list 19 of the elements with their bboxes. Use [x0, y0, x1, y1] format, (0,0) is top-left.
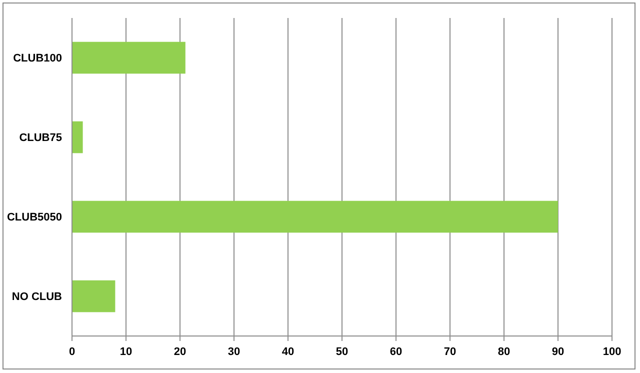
x-tick-label: 70 — [444, 346, 456, 358]
y-tick-label: NO CLUB — [12, 290, 62, 303]
y-tick-label: CLUB75 — [19, 132, 62, 144]
x-tick-label: 100 — [602, 346, 622, 358]
y-tick-label: CLUB5050 — [6, 211, 62, 224]
x-tick-label: 90 — [552, 346, 564, 358]
x-tick-label: 40 — [282, 346, 294, 358]
x-tick-label: 20 — [174, 346, 186, 358]
x-tick-label: 50 — [336, 346, 348, 358]
y-tick-label: CLUB100 — [13, 52, 62, 64]
bar — [72, 200, 558, 233]
bar — [72, 280, 116, 312]
x-tick-label: 30 — [228, 346, 240, 358]
bar — [72, 121, 83, 154]
x-tick-label: 0 — [68, 346, 76, 358]
bar — [72, 42, 186, 74]
x-tick-label: 60 — [390, 346, 402, 358]
x-tick-label: 10 — [120, 346, 132, 358]
x-tick-label: 80 — [498, 346, 510, 358]
